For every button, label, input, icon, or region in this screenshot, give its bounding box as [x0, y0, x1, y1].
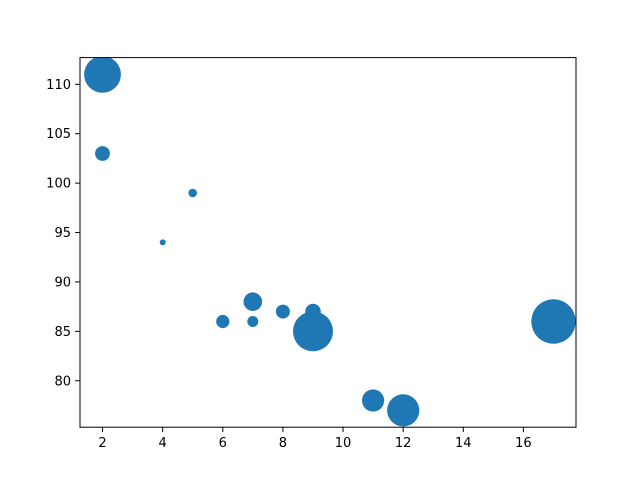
data-point: [275, 304, 290, 319]
y-tick-label: 110: [46, 78, 71, 93]
y-tick-label: 80: [54, 374, 71, 389]
y-axis: 80 85 90 95 100 105 110: [46, 78, 80, 389]
points-group: [84, 57, 576, 427]
x-tick-label: 16: [515, 436, 532, 451]
data-point: [95, 146, 110, 161]
plot-border: [79, 57, 577, 428]
x-tick-label: 6: [219, 436, 227, 451]
x-tick-label: 2: [98, 436, 106, 451]
data-point: [531, 299, 576, 344]
data-point: [216, 314, 230, 329]
x-axis: 2 4 6 8 10 12 14 16: [98, 427, 532, 451]
data-point: [293, 311, 333, 352]
data-point: [247, 316, 259, 327]
x-tick-label: 14: [455, 436, 472, 451]
data-point: [188, 188, 197, 198]
x-tick-label: 4: [159, 436, 167, 451]
y-tick-label: 105: [46, 127, 71, 142]
x-tick-label: 8: [279, 436, 287, 451]
y-tick-label: 95: [54, 226, 71, 241]
x-tick-label: 10: [335, 436, 352, 451]
data-point: [362, 389, 385, 412]
data-point: [243, 292, 263, 312]
y-tick-label: 85: [54, 325, 71, 340]
y-tick-label: 90: [54, 275, 71, 290]
data-point: [387, 394, 420, 427]
x-tick-label: 12: [395, 436, 412, 451]
y-tick-label: 100: [46, 177, 71, 192]
data-point: [84, 57, 121, 93]
data-point: [159, 239, 166, 246]
